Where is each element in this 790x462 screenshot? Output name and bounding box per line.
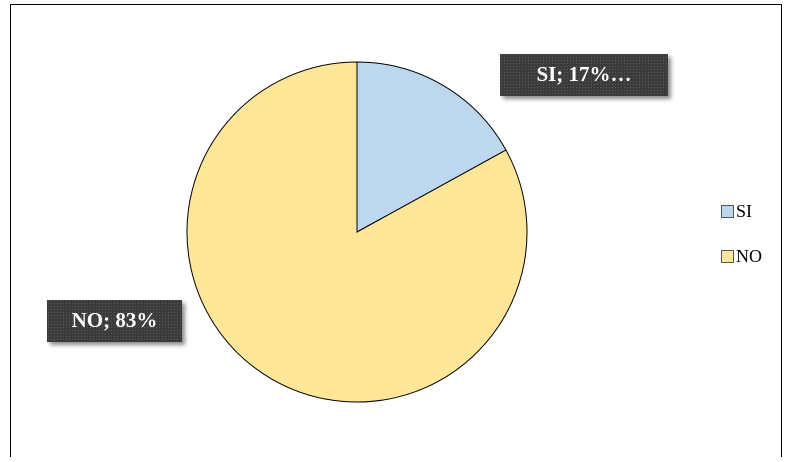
legend-swatch <box>721 250 734 263</box>
legend-label: SI <box>736 201 752 221</box>
data-label-box <box>47 300 182 342</box>
data-label-box <box>500 54 668 96</box>
pie-slice <box>186 61 528 403</box>
legend-label: NO <box>736 246 762 266</box>
data-label: NO; 83% <box>72 308 158 332</box>
pie-slice <box>356 61 507 233</box>
data-label: SI; 17%… <box>536 62 631 86</box>
legend-swatch <box>721 205 734 218</box>
